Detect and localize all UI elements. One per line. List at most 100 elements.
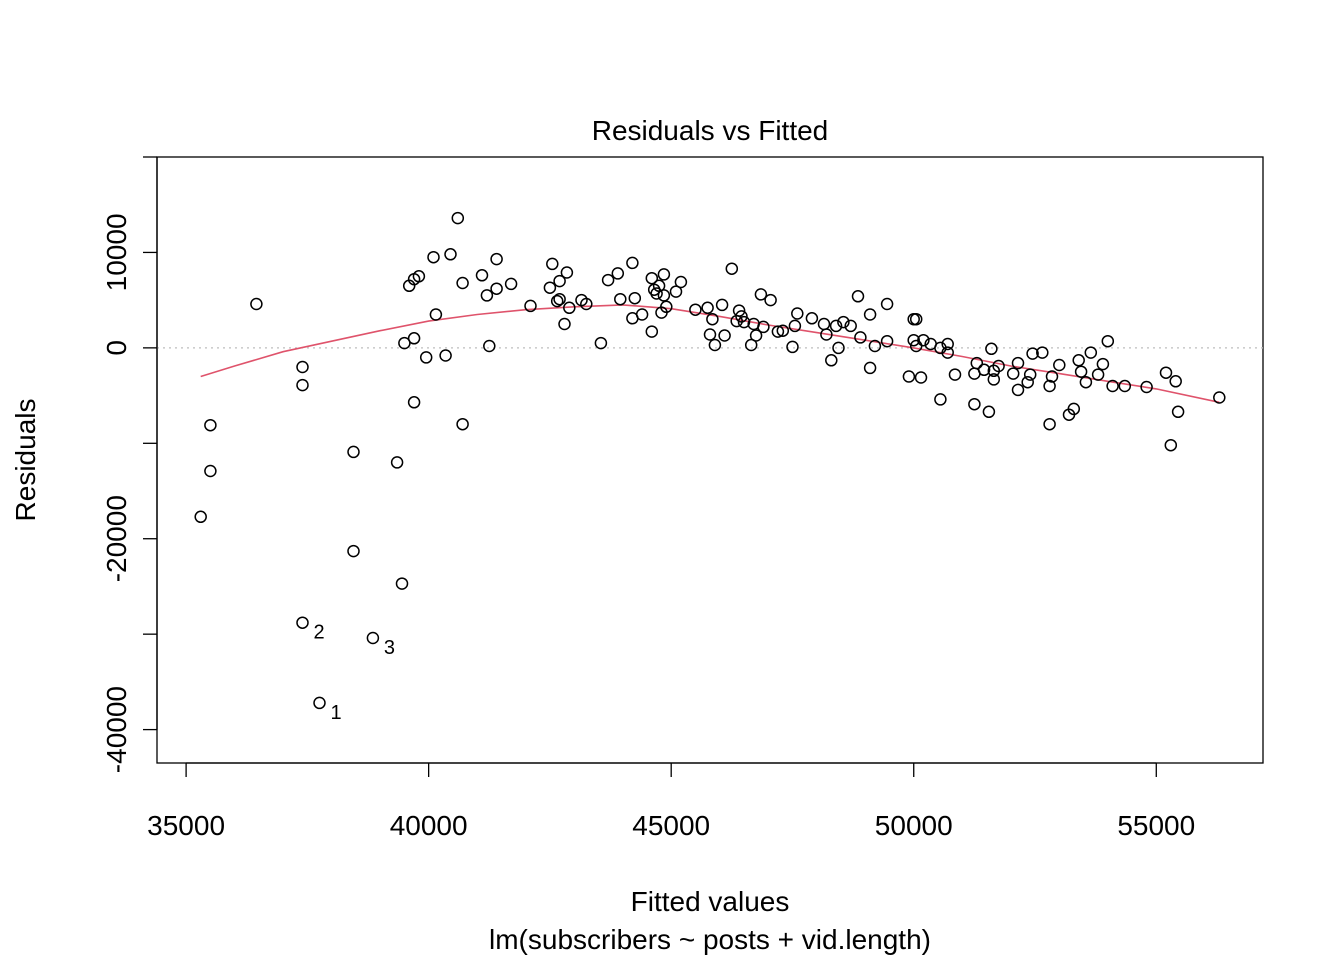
data-point: [553, 274, 566, 288]
data-point: [907, 333, 920, 347]
point-label: 1: [331, 702, 342, 724]
data-point: [296, 378, 309, 392]
data-point: [776, 324, 790, 337]
data-point: [657, 289, 671, 302]
x-axis: 35000 40000 45000 50000 55000: [147, 762, 1195, 841]
data-point: [791, 307, 804, 320]
data-point: [395, 577, 409, 590]
x-tick-label: 45000: [632, 810, 710, 841]
data-point: [560, 266, 574, 279]
data-point: [296, 360, 309, 374]
data-point: [718, 329, 731, 342]
data-point: [985, 342, 998, 356]
data-point: [429, 308, 443, 321]
data-point: [475, 269, 489, 282]
x-axis-label: Fitted values: [631, 886, 790, 917]
x-axis-sublabel: lm(subscribers ~ posts + vid.length): [489, 924, 931, 955]
data-point: [749, 329, 763, 342]
point-label: 3: [384, 637, 395, 659]
data-point: [296, 616, 309, 629]
data-point: [480, 289, 494, 302]
data-point: [757, 320, 770, 334]
data-point: [594, 336, 608, 350]
data-point: [1091, 368, 1105, 381]
data-point: [863, 308, 877, 321]
data-point: [744, 338, 758, 352]
point-label: 2: [314, 622, 325, 644]
data-point: [626, 256, 639, 270]
data-point: [880, 334, 894, 348]
data-point: [1043, 379, 1056, 393]
chart-title: Residuals vs Fitted: [592, 115, 829, 146]
data-point: [427, 250, 440, 264]
data-point: [725, 262, 739, 275]
point-labels-layer: 1 2 3: [314, 622, 396, 724]
data-point: [674, 275, 688, 289]
data-point: [820, 328, 833, 341]
data-point: [1084, 346, 1098, 359]
data-point: [614, 292, 627, 306]
data-point: [771, 325, 785, 338]
y-axis: -40000 -20000 0 10000: [101, 156, 158, 773]
data-point: [660, 300, 673, 314]
data-point: [708, 338, 722, 352]
data-point: [703, 328, 717, 341]
data-point: [1053, 358, 1066, 372]
data-point: [490, 282, 503, 295]
x-tick-label: 35000: [147, 810, 225, 841]
data-point: [917, 333, 930, 347]
data-point: [412, 270, 426, 283]
data-point: [1011, 383, 1025, 397]
data-point: [553, 292, 566, 306]
y-tick-label: -20000: [101, 495, 132, 582]
data-point: [456, 417, 469, 431]
data-point: [941, 346, 954, 359]
data-point: [786, 340, 799, 354]
points-layer: [194, 211, 1226, 710]
data-point: [580, 297, 593, 311]
data-point: [1171, 405, 1185, 419]
data-point: [829, 319, 843, 333]
data-point: [737, 315, 751, 329]
data-point: [832, 341, 845, 355]
data-point: [987, 373, 1001, 386]
data-point: [398, 336, 411, 350]
data-point: [669, 285, 683, 298]
data-point: [543, 281, 557, 294]
data-point: [390, 456, 404, 469]
data-point: [948, 368, 962, 381]
data-point: [732, 304, 746, 317]
data-point: [863, 361, 877, 375]
data-point: [504, 277, 518, 291]
data-point: [788, 319, 802, 333]
data-point: [825, 354, 838, 367]
data-point: [1036, 346, 1049, 359]
data-point: [909, 312, 923, 326]
data-point: [844, 319, 857, 333]
data-point: [563, 301, 576, 315]
data-point: [1067, 402, 1081, 416]
data-point: [1026, 347, 1039, 360]
data-point: [407, 396, 421, 409]
data-point: [611, 267, 625, 280]
data-point: [1169, 375, 1182, 388]
data-point: [880, 297, 894, 311]
data-point: [524, 299, 537, 313]
data-point: [407, 332, 421, 345]
data-point: [992, 359, 1005, 373]
data-point: [701, 301, 714, 315]
data-point: [601, 273, 615, 287]
data-point: [968, 397, 981, 411]
data-point: [934, 393, 947, 406]
data-point: [1072, 354, 1085, 367]
data-point: [347, 544, 360, 558]
data-point: [1074, 365, 1088, 378]
data-point: [1023, 368, 1037, 381]
data-point: [837, 315, 850, 329]
data-point: [250, 297, 263, 311]
x-tick-label: 40000: [390, 810, 468, 841]
x-tick-label: 50000: [875, 810, 953, 841]
data-point: [970, 356, 984, 370]
